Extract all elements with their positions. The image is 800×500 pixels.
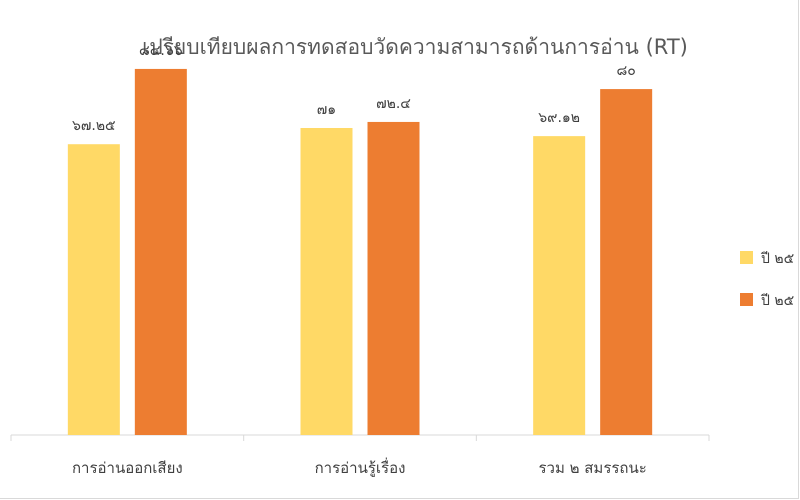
legend-swatch-2 <box>740 293 753 306</box>
bar-series-1-1 <box>67 144 120 435</box>
category-labels: การอ่านออกเสียง การอ่านรู้เรื่อง รวม ๒ สมร… <box>72 457 647 477</box>
bars <box>67 68 653 436</box>
chart-title: เปรียบเทียบผลการทดสอบวัดความสามารถด้านกา… <box>142 35 688 59</box>
category-label-2: การอ่านรู้เรื่อง <box>315 457 406 477</box>
data-label-series-2-3: ๘๐ <box>616 63 635 79</box>
bar-series-1-3 <box>533 136 586 435</box>
bar-series-2-1 <box>134 68 187 435</box>
data-label-series-1-2: ๗๑ <box>317 102 336 118</box>
legend: ปี ๒๕ปี ๒๕ <box>740 251 794 309</box>
bar-series-2-2 <box>367 121 420 436</box>
data-label-series-2-2: ๗๒.๔ <box>376 96 411 112</box>
category-label-3: รวม ๒ สมรรถนะ <box>538 459 646 477</box>
data-label-series-1-3: ๖๙.๑๒ <box>538 110 580 126</box>
data-label-series-1-1: ๖๗.๒๕ <box>72 118 116 134</box>
x-axis <box>10 434 710 441</box>
legend-label-1: ปี ๒๕ <box>761 251 795 267</box>
bar-series-2-3 <box>600 89 653 435</box>
category-label-1: การอ่านออกเสียง <box>72 459 183 477</box>
legend-swatch-1 <box>740 251 753 264</box>
bar-series-1-2 <box>300 127 353 435</box>
legend-label-2: ปี ๒๕ <box>761 293 795 309</box>
data-label-series-2-1: ๘๔.๖๖ <box>139 43 183 59</box>
